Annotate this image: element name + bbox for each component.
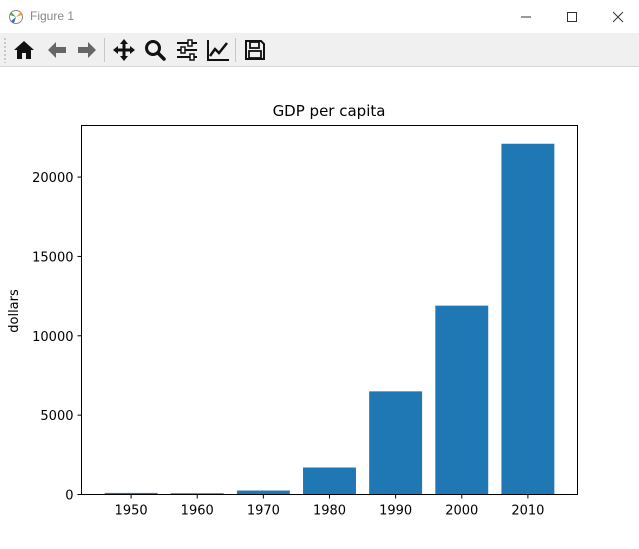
x-tick-label: 1970 (247, 504, 280, 519)
bar-1980 (303, 467, 356, 495)
forward-arrow-icon (78, 42, 96, 58)
zoom-magnifier-icon (145, 40, 166, 61)
bar-1970 (236, 490, 290, 495)
minimize-icon (521, 16, 531, 18)
bar-1950 (104, 492, 158, 495)
edit-axis-line-icon (207, 40, 229, 61)
home-icon (14, 41, 34, 59)
figure-canvas[interactable]: GDP per capita dollars 1950 1960 1970 1980 1… (0, 67, 639, 545)
x-tick-label: 1950 (115, 504, 148, 519)
y-tick-label: 20000 (32, 171, 73, 186)
x-tick-label: 2000 (445, 504, 478, 519)
matplotlib-app-icon (8, 9, 24, 25)
x-tick-label: 2010 (511, 504, 544, 519)
title-bar[interactable]: Figure 1 (0, 0, 639, 33)
chart-title: GDP per capita (273, 102, 386, 120)
home-button[interactable] (12, 38, 36, 62)
plot-area-frame (81, 125, 578, 495)
toolbar-separator (235, 38, 236, 62)
pan-button[interactable] (112, 38, 136, 62)
window-title: Figure 1 (30, 9, 75, 23)
configure-subplots-icon (177, 39, 197, 61)
close-icon (612, 11, 624, 23)
y-tick-label: 0 (65, 489, 73, 504)
bar-chart: GDP per capita dollars 1950 1960 1970 1980 1… (7, 102, 578, 519)
pan-move-icon (113, 39, 135, 61)
minimize-button[interactable] (503, 0, 549, 33)
y-tick-label: 15000 (32, 250, 73, 265)
navigation-toolbar (0, 33, 639, 67)
customize-button[interactable] (206, 38, 230, 62)
toolbar-grip[interactable] (4, 37, 6, 63)
bar-2000 (435, 305, 489, 495)
y-tick-label: 10000 (32, 330, 73, 345)
y-tick-label: 5000 (40, 409, 73, 424)
toolbar-separator (104, 38, 105, 62)
x-tick-label: 1990 (379, 504, 412, 519)
maximize-button[interactable] (549, 0, 595, 33)
save-floppy-icon (245, 40, 265, 60)
y-axis-label: dollars (7, 289, 22, 333)
x-tick-label: 1980 (313, 504, 346, 519)
x-tick-label: 1960 (181, 504, 214, 519)
maximize-icon (567, 12, 577, 22)
close-button[interactable] (595, 0, 639, 33)
bar-2010 (501, 143, 555, 495)
back-arrow-icon (48, 42, 66, 58)
forward-button[interactable] (75, 38, 99, 62)
bar-1960 (170, 493, 224, 495)
zoom-button[interactable] (143, 38, 167, 62)
back-button[interactable] (45, 38, 69, 62)
bar-1990 (369, 391, 423, 495)
save-button[interactable] (243, 38, 267, 62)
subplots-button[interactable] (175, 38, 199, 62)
